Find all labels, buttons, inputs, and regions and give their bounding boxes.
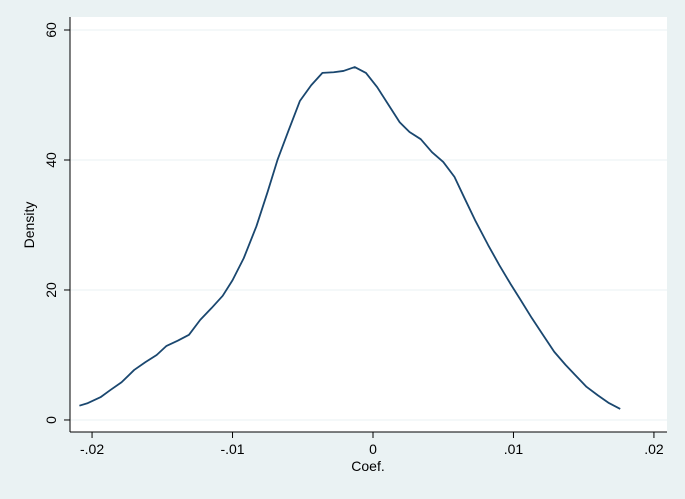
x-tick-label: 0 [369,441,377,457]
y-axis-label: Density [21,202,37,249]
y-tick-label: 20 [43,282,59,298]
x-tick-label: -.01 [220,441,244,457]
y-tick-label: 0 [43,416,59,424]
x-tick-label: -.02 [80,441,104,457]
x-tick-label: .02 [644,441,664,457]
y-tick-label: 60 [43,22,59,38]
plot-area [70,17,667,432]
y-tick-label: 40 [43,152,59,168]
x-axis-label: Coef. [351,458,384,474]
x-tick-label: .01 [504,441,524,457]
density-line [79,66,621,410]
